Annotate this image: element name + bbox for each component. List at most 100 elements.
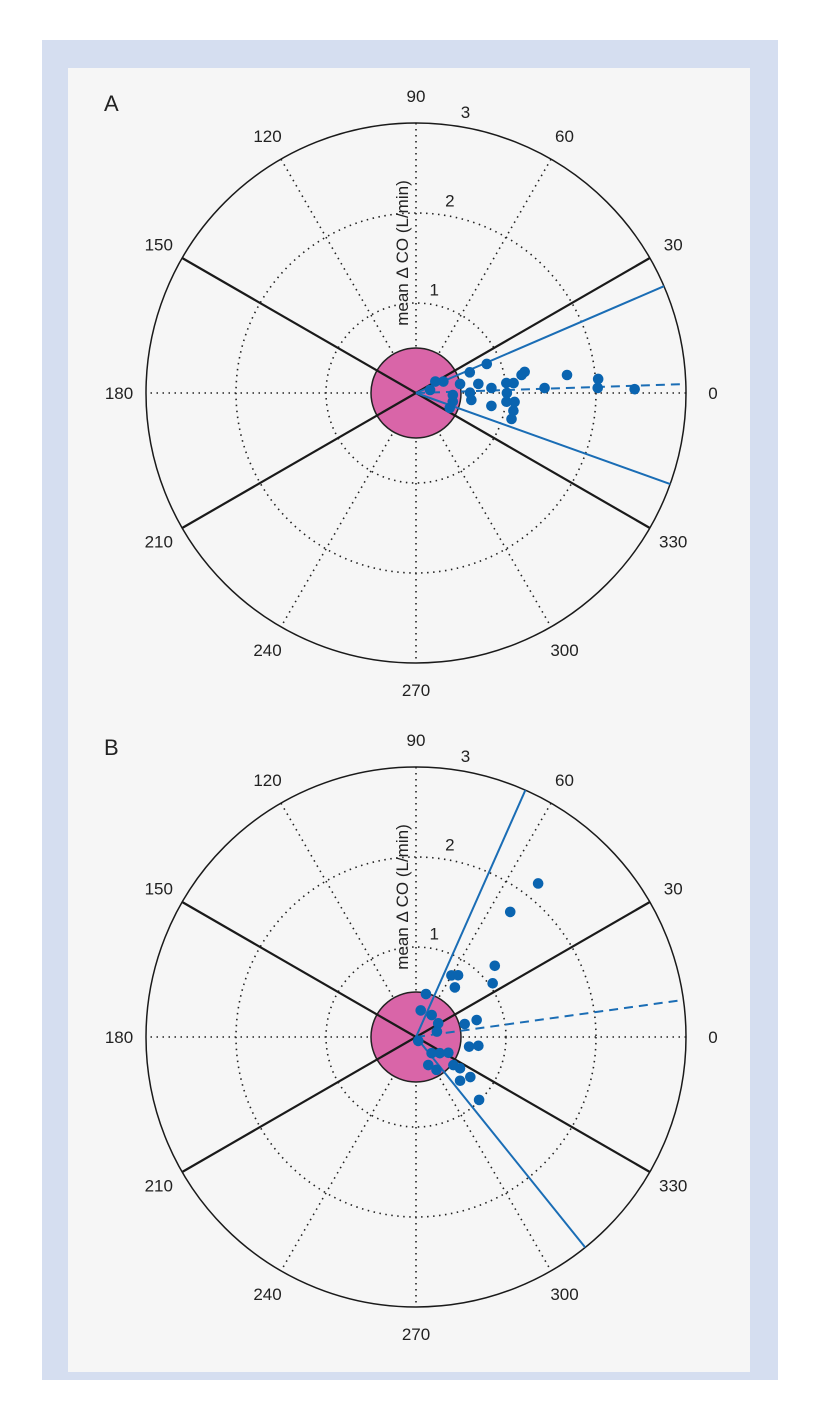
data-point	[464, 367, 476, 378]
data-point	[438, 376, 449, 387]
polar-panel-a: 0 30 60 90 120 150 180 210 240 270 300 330 1 2 3 mean Δ…	[104, 87, 718, 700]
data-point	[432, 1018, 444, 1029]
figure-background	[68, 68, 750, 1372]
data-point	[459, 1018, 471, 1030]
radial-tick-label: 1	[430, 924, 439, 943]
limit-line	[415, 257, 651, 394]
data-point	[426, 1047, 437, 1059]
angle-tick-label: 30	[664, 880, 683, 899]
limit-of-agreement-line	[415, 392, 671, 485]
data-point	[486, 382, 497, 394]
data-point	[434, 1047, 446, 1059]
angle-tick-label: 210	[145, 533, 173, 552]
data-point	[473, 1094, 485, 1106]
data-point	[629, 383, 640, 395]
data-point	[508, 405, 519, 417]
data-point	[473, 378, 484, 390]
data-point	[592, 373, 604, 385]
radial-tick-label: 3	[461, 747, 470, 766]
data-point	[463, 1041, 475, 1052]
data-point	[487, 978, 498, 989]
angle-tick-label: 270	[402, 681, 430, 700]
data-point	[539, 382, 550, 394]
radial-tick-label: 3	[461, 103, 470, 122]
angle-tick-label: 270	[402, 1325, 430, 1344]
angle-tick-label: 210	[145, 1177, 173, 1196]
angle-tick-label: 0	[708, 1028, 717, 1047]
radial-tick-label: 2	[445, 192, 454, 211]
limit-line	[181, 257, 417, 394]
radial-tick-label: 1	[430, 280, 439, 299]
angle-tick-label: 90	[407, 731, 426, 750]
data-point	[430, 376, 441, 387]
data-point	[422, 1059, 434, 1071]
data-point	[561, 369, 573, 381]
data-point	[501, 396, 512, 408]
limit-line	[415, 392, 651, 529]
angle-tick-label: 180	[105, 1028, 133, 1047]
limit-line	[415, 901, 651, 1038]
angle-tick-label: 300	[550, 641, 578, 660]
data-point	[506, 413, 517, 425]
data-point	[516, 369, 527, 381]
data-point	[426, 1009, 437, 1021]
data-point	[454, 378, 466, 390]
data-point	[508, 377, 519, 389]
limit-line	[415, 1036, 651, 1173]
data-point	[415, 1005, 427, 1016]
data-point	[452, 969, 464, 981]
data-point	[465, 1071, 476, 1083]
angle-tick-label: 240	[253, 1285, 281, 1304]
data-point	[431, 1064, 442, 1076]
limit-of-agreement-line	[415, 285, 665, 394]
angle-tick-label: 0	[708, 384, 717, 403]
mean-angle-line	[415, 998, 684, 1038]
angle-tick-label: 300	[550, 1285, 578, 1304]
data-point	[449, 982, 461, 993]
radial-axis-label: mean Δ CO (L/min)	[393, 824, 412, 970]
data-point	[412, 1035, 424, 1047]
data-point	[466, 394, 477, 406]
polar-panel-b: 0 30 60 90 120 150 180 210 240 270 300 330 1 2 3 mean Δ…	[104, 731, 718, 1344]
angle-tick-label: 60	[555, 771, 574, 790]
angle-tick-label: 120	[253, 771, 281, 790]
data-point	[486, 400, 497, 412]
data-point	[509, 396, 520, 408]
mean-angle-line	[415, 383, 686, 394]
limit-line	[181, 392, 417, 529]
angle-tick-label: 60	[555, 127, 574, 146]
data-point	[501, 387, 513, 399]
data-point	[443, 1047, 454, 1059]
data-point	[532, 878, 544, 889]
data-point	[489, 960, 501, 972]
data-point	[481, 358, 493, 370]
data-point	[454, 1062, 466, 1074]
data-point	[592, 382, 604, 394]
panel-label: B	[104, 735, 119, 760]
angle-tick-label: 240	[253, 641, 281, 660]
limit-line	[181, 1036, 417, 1173]
limit-of-agreement-line	[415, 1036, 586, 1249]
angle-tick-label: 90	[407, 87, 426, 106]
angle-tick-label: 180	[105, 384, 133, 403]
limit-line	[181, 901, 417, 1038]
panel-label: A	[104, 91, 119, 116]
data-point	[420, 988, 432, 1000]
data-point	[447, 396, 459, 407]
radial-axis-label: mean Δ CO (L/min)	[393, 180, 412, 326]
data-point	[424, 384, 436, 396]
outer-circle	[145, 766, 687, 1308]
data-point	[473, 1040, 484, 1052]
data-point	[431, 1026, 443, 1037]
angle-tick-label: 30	[664, 236, 683, 255]
angle-tick-label: 330	[659, 1177, 687, 1196]
outer-circle	[145, 122, 687, 664]
angle-tick-label: 150	[145, 880, 173, 899]
radial-tick-label: 2	[445, 836, 454, 855]
angle-tick-label: 330	[659, 533, 687, 552]
data-point	[504, 906, 516, 918]
data-point	[454, 1075, 466, 1087]
angle-tick-label: 120	[253, 127, 281, 146]
angle-tick-label: 150	[145, 236, 173, 255]
